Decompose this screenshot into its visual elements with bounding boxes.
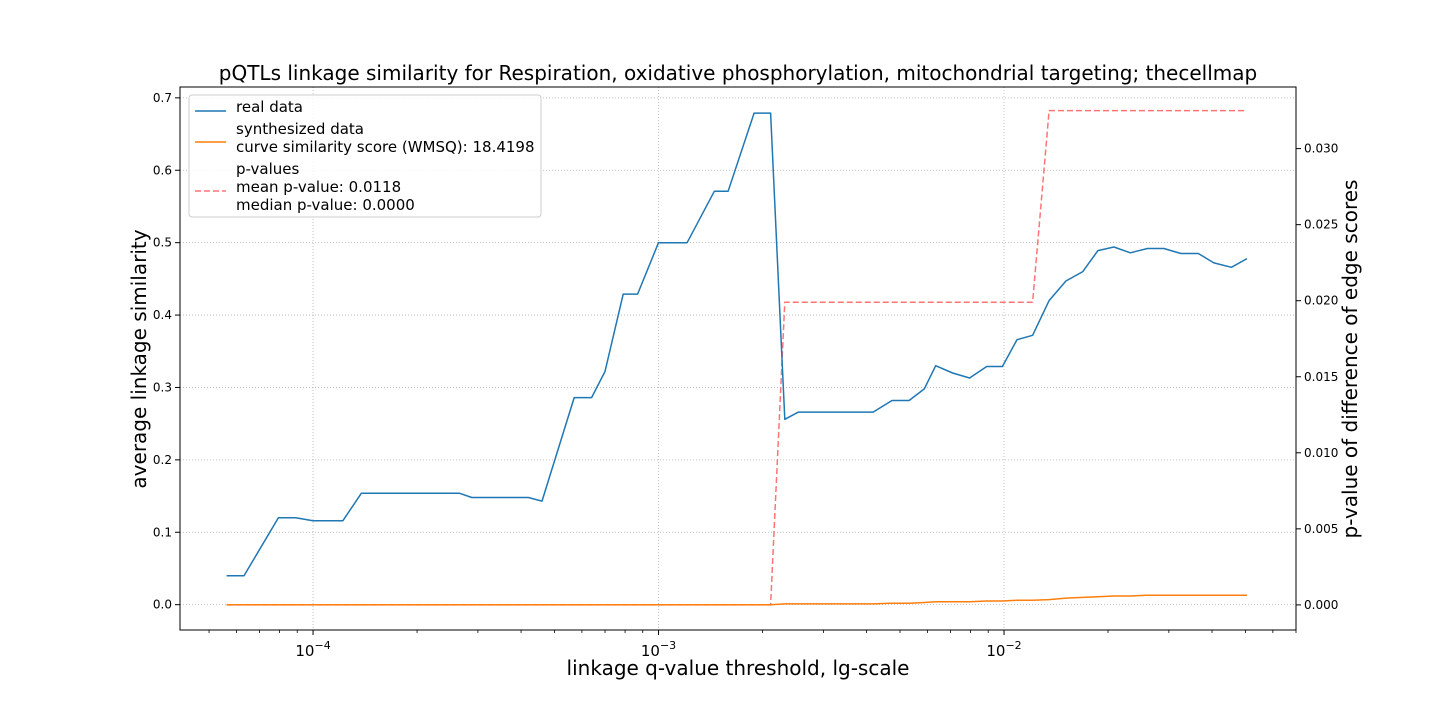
y-tick-label: 0.1: [153, 525, 172, 539]
y-right-tick-label: 0.025: [1304, 218, 1338, 232]
y-tick-label: 0.0: [153, 598, 172, 612]
y-tick-label: 0.3: [153, 380, 172, 394]
y-axis-label-right: p-value of difference of edge scores: [1338, 180, 1362, 539]
x-tick-label: 10−2: [986, 639, 1021, 660]
x-axis-label: linkage q-value threshold, lg-scale: [567, 656, 910, 680]
series-line-real-data: [226, 112, 1248, 577]
y-tick-label: 0.2: [153, 453, 172, 467]
series-line-synthesized-data: [226, 594, 1247, 606]
legend-label: synthesized data: [236, 120, 364, 138]
x-tick-label: 10−4: [295, 639, 330, 660]
y-axis-left: 0.0 0.1 0.2 0.3 0.4 0.5 0.6 0.7: [153, 91, 180, 612]
y-tick-label: 0.6: [153, 163, 172, 177]
legend-box: [188, 94, 542, 218]
y-right-tick-label: 0.010: [1304, 446, 1338, 460]
plot-frame: [179, 86, 1297, 631]
y-tick-label: 0.4: [153, 308, 172, 322]
legend-label: curve similarity score (WMSQ): 18.4198: [236, 138, 535, 156]
legend-label: median p-value: 0.0000: [236, 196, 415, 214]
y-tick-label: 0.5: [153, 236, 172, 250]
series-layer: [226, 109, 1248, 606]
y-axis-right: 0.000 0.005 0.010 0.015 0.020 0.025 0.030: [1296, 142, 1338, 612]
x-tick-label: 10−3: [641, 639, 676, 660]
x-axis: 10−4 10−3 10−2: [208, 630, 1297, 660]
chart-title: pQTLs linkage similarity for Respiration…: [219, 61, 1257, 85]
y-tick-label: 0.7: [153, 91, 172, 105]
y-axis-label-left: average linkage similarity: [127, 229, 151, 488]
y-right-tick-label: 0.020: [1304, 294, 1338, 308]
legend-label: p-values: [236, 160, 300, 178]
legend-label: mean p-value: 0.0118: [236, 178, 401, 196]
y-right-tick-label: 0.015: [1304, 370, 1338, 384]
y-right-tick-label: 0.000: [1304, 598, 1338, 612]
y-right-tick-label: 0.030: [1304, 142, 1338, 156]
legend-label: real data: [236, 98, 303, 116]
y-right-tick-label: 0.005: [1304, 522, 1338, 536]
